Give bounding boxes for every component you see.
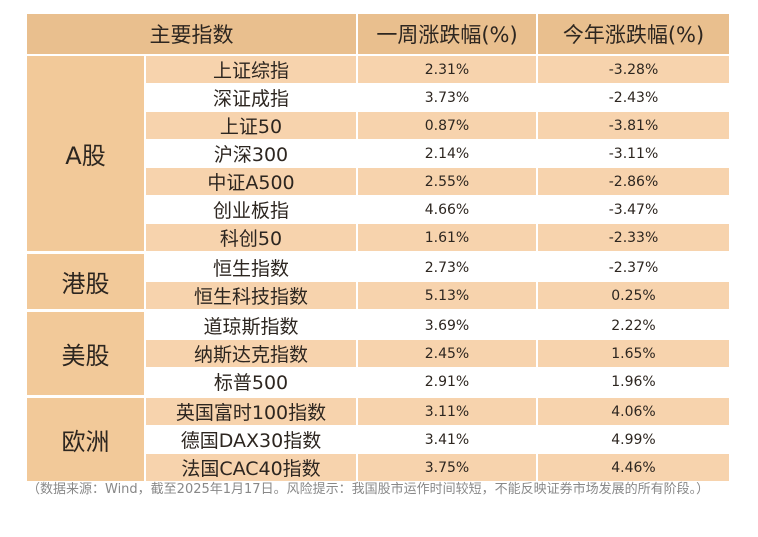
- ytd-change-cell: 1.96%: [537, 367, 729, 398]
- table-row: 中证A500 2.55% -2.86%: [27, 167, 729, 196]
- ytd-change-cell: 4.46%: [537, 453, 729, 484]
- weekly-change-cell: 3.69%: [357, 310, 538, 340]
- weekly-change-cell: 2.55%: [357, 167, 538, 196]
- table-row: 德国DAX30指数 3.41% 4.99%: [27, 425, 729, 454]
- ytd-change-cell: -2.33%: [537, 223, 729, 254]
- table-row: 上证50 0.87% -3.81%: [27, 111, 729, 140]
- ytd-change-cell: 0.25%: [537, 281, 729, 312]
- index-name-cell: 德国DAX30指数: [145, 425, 358, 454]
- index-name-cell: 科创50: [145, 223, 358, 254]
- table-row: A股 上证综指 2.31% -3.28%: [27, 55, 729, 254]
- ytd-change-cell: 1.65%: [537, 339, 729, 368]
- ytd-change-cell: -2.43%: [537, 83, 729, 112]
- weekly-change-cell: 2.91%: [357, 367, 538, 398]
- weekly-change-cell: 3.73%: [357, 83, 538, 112]
- weekly-change-cell: 3.75%: [357, 453, 538, 484]
- ytd-change-cell: 2.22%: [537, 310, 729, 340]
- source-note: （数据来源：Wind，截至2025年1月17日。风险提示：我国股市运作时间较短，…: [27, 482, 710, 497]
- ytd-change-cell: -3.81%: [537, 111, 729, 140]
- weekly-change-cell: 4.66%: [357, 195, 538, 224]
- index-name-cell: 纳斯达克指数: [145, 339, 358, 368]
- ytd-change-cell: -2.37%: [537, 252, 729, 282]
- index-name-cell: 英国富时100指数: [145, 396, 358, 426]
- market-group-label: 美股: [27, 310, 146, 398]
- table-row: 创业板指 4.66% -3.47%: [27, 195, 729, 224]
- header-weekly-change: 一周涨跌幅(%): [357, 14, 538, 56]
- index-name-cell: 标普500: [145, 367, 358, 398]
- ytd-change-cell: 4.06%: [537, 396, 729, 426]
- market-group-label: 港股: [27, 252, 146, 312]
- weekly-change-cell: 2.45%: [357, 339, 538, 368]
- ytd-change-cell: -3.47%: [537, 195, 729, 224]
- table-row: 沪深300 2.14% -3.11%: [27, 139, 729, 168]
- table-row: 恒生科技指数 5.13% 0.25%: [27, 281, 729, 312]
- ytd-change-cell: -3.28%: [537, 55, 729, 84]
- table-row: 科创50 1.61% -2.33%: [27, 223, 729, 254]
- table-row: 法国CAC40指数 3.75% 4.46%: [27, 453, 729, 484]
- index-name-cell: 深证成指: [145, 83, 358, 112]
- ytd-change-cell: -3.11%: [537, 139, 729, 168]
- market-group-label: A股: [27, 55, 146, 254]
- weekly-change-cell: 2.73%: [357, 252, 538, 282]
- index-name-cell: 上证50: [145, 111, 358, 140]
- weekly-change-cell: 2.14%: [357, 139, 538, 168]
- table-body: A股 上证综指 2.31% -3.28% 深证成指 3.73% -2.43% 上证50 0.87…: [27, 55, 729, 484]
- index-name-cell: 创业板指: [145, 195, 358, 224]
- table-row: 欧洲 英国富时100指数 3.11% 4.06%: [27, 396, 729, 484]
- weekly-change-cell: 2.31%: [357, 55, 538, 84]
- index-name-cell: 恒生指数: [145, 252, 358, 282]
- table-row: 港股 恒生指数 2.73% -2.37%: [27, 252, 729, 312]
- market-group-label: 欧洲: [27, 396, 146, 484]
- table-row: 美股 道琼斯指数 3.69% 2.22%: [27, 310, 729, 398]
- index-name-cell: 道琼斯指数: [145, 310, 358, 340]
- index-name-cell: 恒生科技指数: [145, 281, 358, 312]
- table-header-row: 主要指数 一周涨跌幅(%) 今年涨跌幅(%): [27, 14, 729, 56]
- index-name-cell: 上证综指: [145, 55, 358, 84]
- header-main-index: 主要指数: [27, 14, 358, 56]
- ytd-change-cell: -2.86%: [537, 167, 729, 196]
- weekly-change-cell: 3.41%: [357, 425, 538, 454]
- index-name-cell: 中证A500: [145, 167, 358, 196]
- table-row: 深证成指 3.73% -2.43%: [27, 83, 729, 112]
- index-performance-table: 主要指数 一周涨跌幅(%) 今年涨跌幅(%) A股 上证综指 2.31% -3.28%…: [27, 14, 729, 484]
- weekly-change-cell: 3.11%: [357, 396, 538, 426]
- weekly-change-cell: 0.87%: [357, 111, 538, 140]
- index-name-cell: 法国CAC40指数: [145, 453, 358, 484]
- header-ytd-change: 今年涨跌幅(%): [537, 14, 729, 56]
- index-performance-table-container: 主要指数 一周涨跌幅(%) 今年涨跌幅(%) A股 上证综指 2.31% -3.28%…: [27, 14, 729, 484]
- index-name-cell: 沪深300: [145, 139, 358, 168]
- weekly-change-cell: 5.13%: [357, 281, 538, 312]
- weekly-change-cell: 1.61%: [357, 223, 538, 254]
- table-row: 标普500 2.91% 1.96%: [27, 367, 729, 398]
- ytd-change-cell: 4.99%: [537, 425, 729, 454]
- table-row: 纳斯达克指数 2.45% 1.65%: [27, 339, 729, 368]
